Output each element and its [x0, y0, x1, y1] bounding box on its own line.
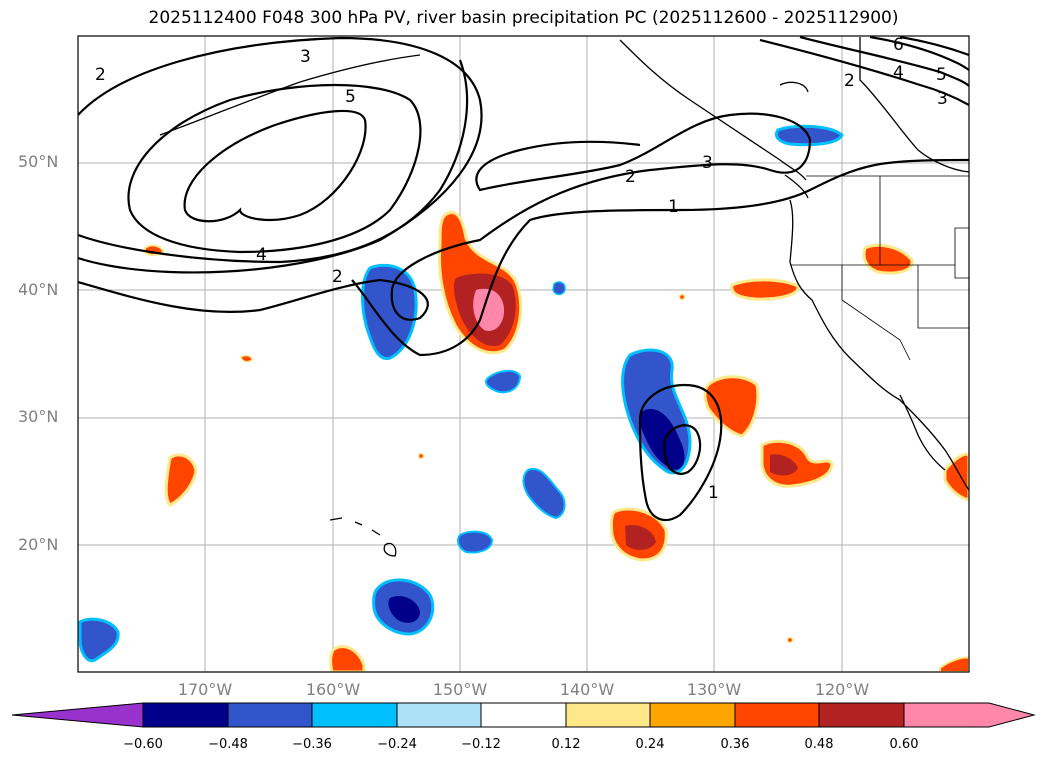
colorbar-segment: [480, 702, 567, 728]
colorbar-tick-label: −0.24: [377, 737, 417, 752]
colorbar-segment: [734, 702, 820, 728]
precip-blob: [678, 293, 686, 301]
colorbar-segment: [565, 702, 651, 728]
precip-blob: [164, 453, 198, 507]
precip-blob: [388, 595, 420, 623]
lon-label-170w: 170°W: [177, 680, 233, 699]
precip-blob: [862, 243, 914, 275]
colorbar-segment: [227, 702, 313, 728]
colorbar-tick-label: 0.24: [635, 737, 665, 752]
precip-blob: [786, 636, 794, 644]
colorbar-extend-low: [11, 702, 144, 728]
precip-blob: [485, 370, 522, 394]
pv-contour-label: 3: [300, 47, 311, 67]
lat-label-50n: 50°N: [18, 152, 59, 171]
lon-label-140w: 140°W: [559, 680, 615, 699]
colorbar-segment: [142, 702, 229, 728]
pv-contour-label: 2: [332, 267, 343, 287]
precip-blob: [552, 281, 566, 296]
precip-positive-regions: [144, 210, 969, 672]
colorbar-tick-label: −0.60: [123, 737, 163, 752]
colorbar-extend-high: [903, 702, 1036, 728]
pv-contour-label: 2: [625, 167, 636, 187]
colorbar-tick-label: 0.36: [720, 737, 750, 752]
colorbar-tick-label: −0.12: [461, 737, 501, 752]
precip-blob: [943, 452, 969, 502]
lat-label-40n: 40°N: [18, 280, 59, 299]
pv-contour-label: 1: [668, 197, 679, 217]
pv-contour-label: 5: [936, 65, 947, 85]
precip-blob: [939, 656, 969, 672]
pv-contour-labels: 2 3 5 4 2 2 1 3 6 4 5 3 2 1: [95, 35, 948, 503]
precip-blob: [730, 278, 800, 301]
precip-negative-regions: [78, 124, 844, 663]
colorbar-segment: [649, 702, 736, 728]
lon-label-120w: 120°W: [814, 680, 870, 699]
precip-blob: [417, 452, 425, 460]
pv-contours: [78, 36, 969, 522]
pv-contour-label: 1: [708, 483, 719, 503]
colorbar-segment: [396, 702, 482, 728]
precip-blob: [770, 454, 798, 476]
colorbar-segment: [311, 702, 398, 728]
country-borders: [790, 175, 969, 361]
pv-contour-label: 4: [256, 245, 267, 265]
precip-blob: [78, 617, 120, 663]
precip-blob: [361, 263, 418, 361]
colorbar-tick-label: 0.48: [804, 737, 834, 752]
colorbar: [11, 702, 1036, 728]
lon-label-160w: 160°W: [305, 680, 361, 699]
coastlines: [159, 37, 969, 557]
map-frame: [77, 35, 970, 673]
lon-label-130w: 130°W: [686, 680, 742, 699]
lon-label-150w: 150°W: [432, 680, 488, 699]
pv-contour-label: 3: [937, 89, 948, 109]
precip-blob: [639, 409, 685, 470]
precip-blob: [522, 467, 566, 520]
pv-contour-label: 2: [95, 65, 106, 85]
precip-blob: [703, 375, 760, 438]
pv-contour-label: 3: [702, 153, 713, 173]
colorbar-segment: [818, 702, 905, 728]
colorbar-tick-label: 0.60: [889, 737, 919, 752]
precip-blob: [240, 354, 253, 363]
pv-contour-label: 2: [844, 71, 855, 91]
colorbar-tick-label: 0.12: [551, 737, 581, 752]
pv-contour-label: 4: [893, 63, 904, 83]
map-title: 2025112400 F048 300 hPa PV, river basin …: [148, 8, 899, 28]
colorbar-tick-label: −0.36: [292, 737, 332, 752]
precip-blob: [625, 524, 656, 550]
precip-blob: [457, 530, 494, 554]
pv-contour-label: 5: [345, 87, 356, 107]
precip-blob: [329, 645, 366, 672]
colorbar-tick-label: −0.48: [208, 737, 248, 752]
pv-contour-label: 6: [893, 35, 904, 55]
lat-label-30n: 30°N: [18, 407, 59, 426]
lat-label-20n: 20°N: [18, 535, 59, 554]
